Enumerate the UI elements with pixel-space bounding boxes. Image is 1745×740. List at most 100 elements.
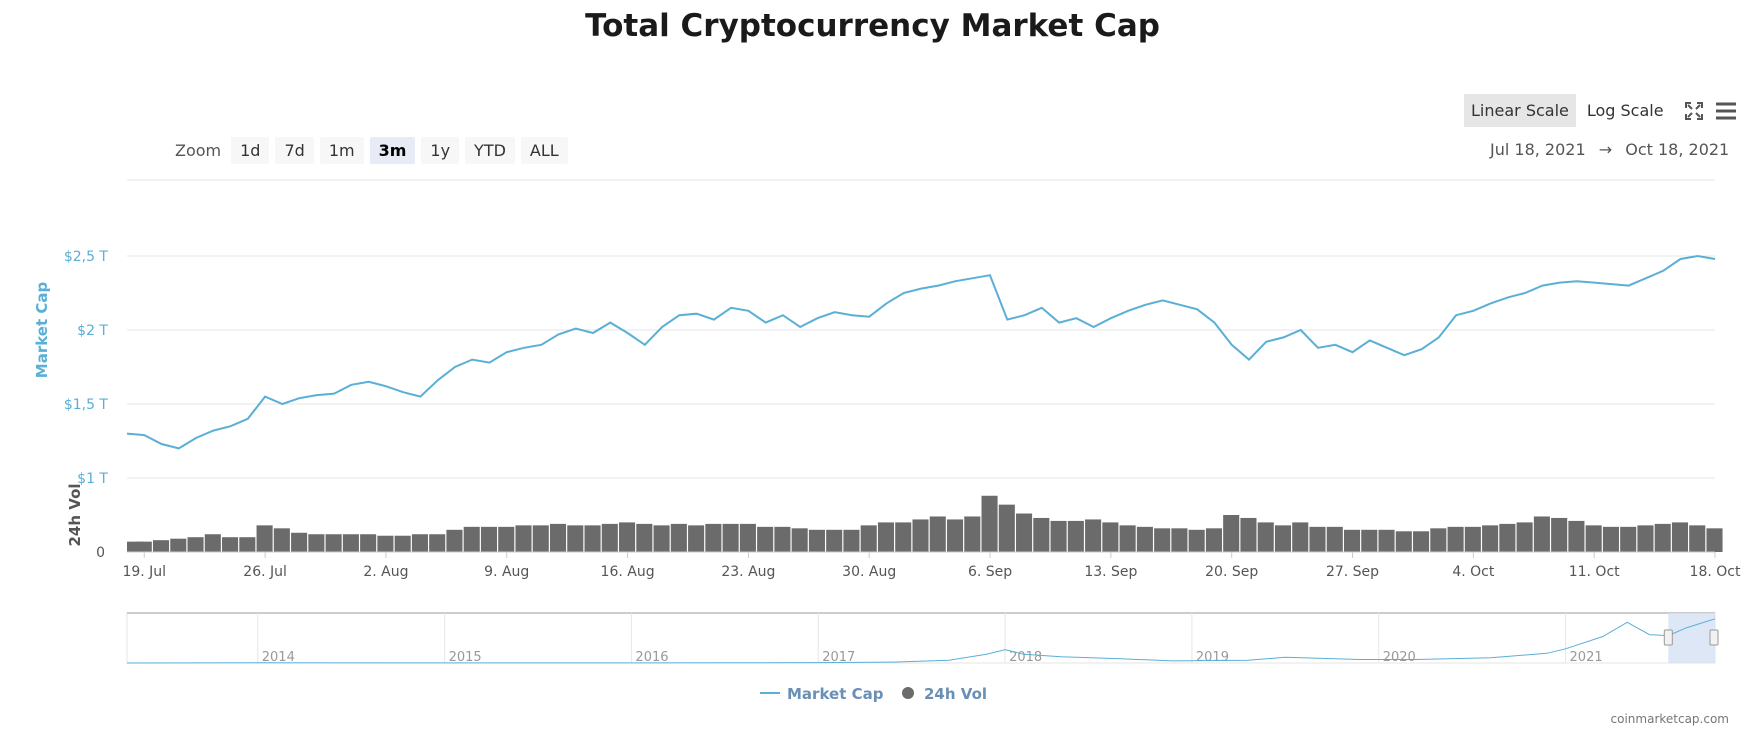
chart-title: Total Cryptocurrency Market Cap xyxy=(585,8,1160,44)
navigator-year-label: 2017 xyxy=(822,650,855,665)
zoom-button-1d[interactable]: 1d xyxy=(231,137,270,164)
navigator-year-label: 2021 xyxy=(1570,650,1603,665)
vol-bar xyxy=(1568,520,1585,552)
x-tick-label: 30. Aug xyxy=(842,564,896,580)
x-tick-label: 6. Sep xyxy=(968,564,1012,580)
vol-bar xyxy=(1205,528,1222,552)
vol-bar xyxy=(1516,522,1533,552)
x-tick-label: 18. Oct xyxy=(1690,564,1741,580)
zoom-button-1y[interactable]: 1y xyxy=(421,137,460,164)
navigator-right-handle[interactable] xyxy=(1709,629,1719,646)
vol-bar xyxy=(463,526,480,552)
vol-bar xyxy=(1309,526,1326,552)
navigator-year-label: 2020 xyxy=(1383,650,1416,665)
navigator-year-label: 2016 xyxy=(635,650,668,665)
vol-bar xyxy=(1136,526,1153,552)
vol-bar xyxy=(981,495,998,552)
y-tick-label: $2 T xyxy=(77,323,108,339)
x-tick-label: 13. Sep xyxy=(1084,564,1137,580)
x-tick-label: 2. Aug xyxy=(363,564,408,580)
date-range-from[interactable]: Jul 18, 2021 xyxy=(1490,140,1586,159)
credit-link[interactable]: coinmarketcap.com xyxy=(1610,712,1729,726)
vol-bar xyxy=(1016,513,1033,552)
vol-bar xyxy=(843,529,860,552)
vol-bar xyxy=(1033,517,1050,552)
vol-bar xyxy=(826,529,843,552)
vol-bar xyxy=(325,534,342,552)
x-tick-label: 27. Sep xyxy=(1326,564,1379,580)
vol-bar xyxy=(549,523,567,552)
vol-bar xyxy=(1240,517,1257,552)
vol-bar xyxy=(1585,525,1602,552)
vol-bar xyxy=(291,532,308,552)
zoom-button-7d[interactable]: 7d xyxy=(275,137,314,164)
x-tick-label: 19. Jul xyxy=(122,564,166,580)
vol-bar xyxy=(584,525,601,552)
vol-bar xyxy=(1482,525,1499,552)
vol-bar xyxy=(377,535,394,552)
vol-bar xyxy=(1533,516,1550,552)
vol-bar xyxy=(1067,520,1084,552)
vol-bar xyxy=(1274,525,1292,552)
vol-bar xyxy=(757,526,774,552)
fullscreen-icon[interactable] xyxy=(1681,98,1707,124)
zoom-bar: Zoom 1d 7d 1m 3m 1y YTD ALL xyxy=(175,137,568,164)
x-tick-label: 23. Aug xyxy=(721,564,775,580)
vol-bar xyxy=(1050,520,1067,552)
vol-bar xyxy=(808,529,825,552)
zoom-button-ytd[interactable]: YTD xyxy=(465,137,515,164)
vol-bar xyxy=(1499,523,1516,552)
log-scale-button[interactable]: Log Scale xyxy=(1586,101,1664,120)
vol-bar xyxy=(653,525,670,552)
vol-bar xyxy=(1102,522,1119,552)
date-range: Jul 18, 2021 → Oct 18, 2021 xyxy=(1486,140,1733,159)
vol-bar xyxy=(170,538,187,552)
linear-scale-button[interactable]: Linear Scale xyxy=(1464,94,1576,127)
navigator-frame xyxy=(126,612,1716,664)
vol-bar xyxy=(791,528,808,552)
zoom-button-all[interactable]: ALL xyxy=(520,137,568,164)
vol-bar xyxy=(1119,525,1136,552)
vol-bar xyxy=(895,522,912,552)
vol-bar xyxy=(619,522,636,552)
vol-bar xyxy=(1085,519,1102,552)
navigator-year-label: 2019 xyxy=(1196,650,1229,665)
x-tick-label: 9. Aug xyxy=(484,564,529,580)
x-tick-label: 11. Oct xyxy=(1569,564,1620,580)
vol-bar xyxy=(532,525,549,552)
vol-bar xyxy=(446,529,463,552)
vol-bar xyxy=(1326,526,1343,552)
vol-bar xyxy=(636,523,653,552)
y-tick-label: $1,5 T xyxy=(64,397,109,413)
vol-bar xyxy=(342,534,359,552)
navigator-left-handle[interactable] xyxy=(1663,629,1673,646)
zoom-button-1m[interactable]: 1m xyxy=(319,137,364,164)
vol-bar xyxy=(1361,529,1378,552)
vol-bar xyxy=(1671,522,1689,552)
x-tick-label: 20. Sep xyxy=(1205,564,1258,580)
vol-bar xyxy=(394,535,411,552)
vol-bar xyxy=(515,525,532,552)
vol-bar xyxy=(912,519,929,552)
date-range-to[interactable]: Oct 18, 2021 xyxy=(1625,140,1730,159)
vol-bar xyxy=(601,523,618,552)
vol-bar xyxy=(929,516,946,552)
vol-bar xyxy=(670,523,687,552)
legend-marketcap-label: Market Cap xyxy=(787,685,884,703)
vol-bar xyxy=(1413,531,1430,552)
vol-bar xyxy=(308,534,325,552)
vol-bar xyxy=(705,523,722,552)
vol-bar xyxy=(1602,526,1619,552)
vol-bar xyxy=(774,526,791,552)
market-cap-line xyxy=(126,254,1716,450)
navigator-year-label: 2018 xyxy=(1009,650,1042,665)
zoom-button-3m[interactable]: 3m xyxy=(369,137,416,164)
vol-bar xyxy=(1154,528,1171,552)
vol-bar xyxy=(152,540,170,552)
vol-bar xyxy=(360,534,377,552)
menu-icon[interactable] xyxy=(1713,98,1739,124)
navigator-year-label: 2015 xyxy=(449,650,482,665)
vol-bar xyxy=(256,525,273,552)
vol-bar xyxy=(127,541,144,552)
